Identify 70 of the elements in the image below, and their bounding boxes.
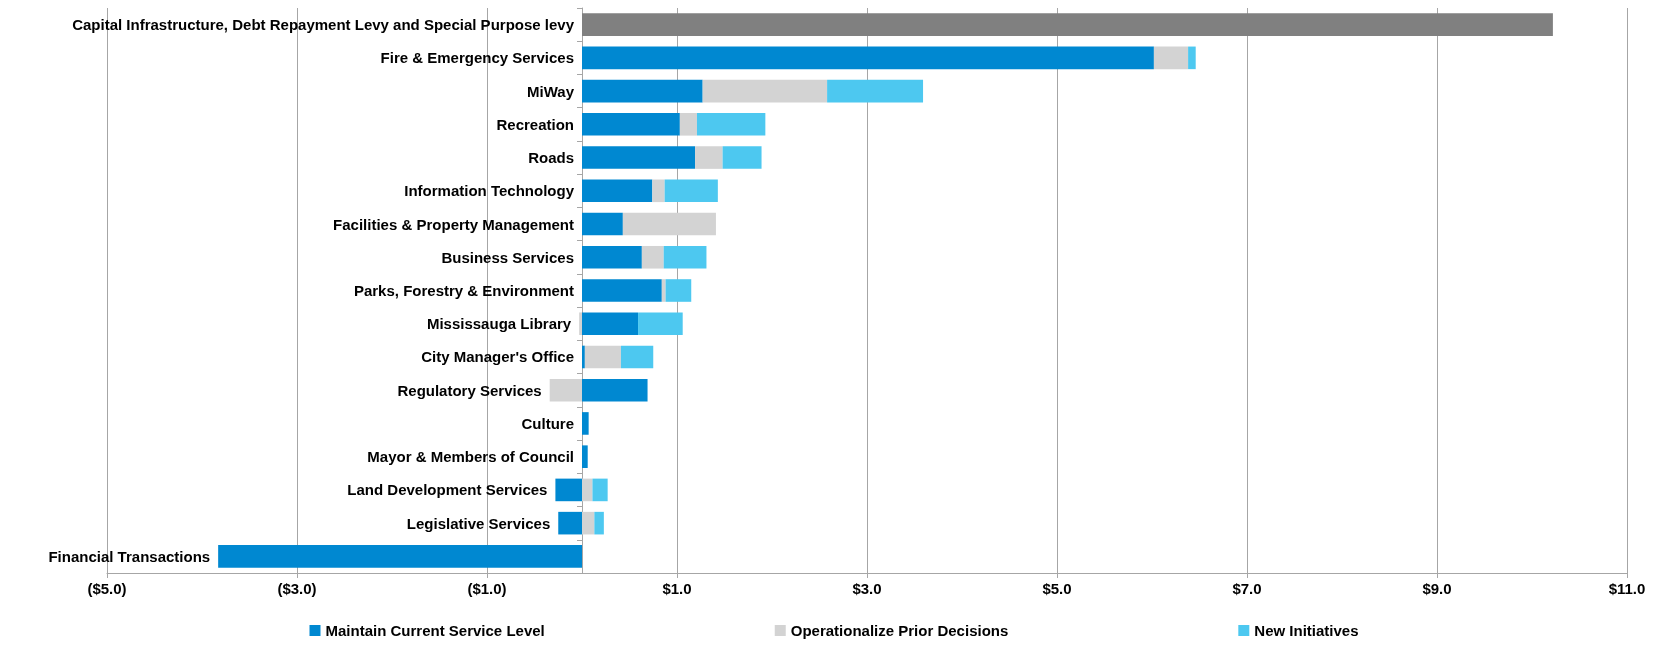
bar [582, 46, 1154, 70]
bar [679, 113, 697, 136]
bar [579, 312, 582, 336]
bar [592, 478, 608, 502]
bar [702, 79, 828, 103]
bar [696, 113, 766, 136]
bar [558, 511, 582, 535]
y-tick-label: Mayor & Members of Council [367, 448, 574, 466]
y-tick-label: Recreation [496, 115, 574, 133]
y-tick-label: Land Development Services [347, 481, 548, 499]
bar [664, 179, 718, 203]
bar [582, 146, 696, 169]
bar [549, 378, 582, 402]
x-tick-label: $5.0 [1042, 580, 1072, 597]
bar [594, 511, 604, 535]
bar [582, 79, 703, 103]
bar [582, 179, 653, 203]
bar [582, 478, 593, 502]
bar [638, 312, 683, 336]
bar [582, 312, 639, 336]
y-tick-label: Parks, Forestry & Environment [353, 282, 574, 299]
bar [620, 345, 654, 369]
bar [582, 445, 588, 468]
y-tick-label: Roads [528, 149, 574, 167]
legend-label: New Initiatives [1254, 622, 1359, 639]
bar [582, 378, 648, 402]
y-tick-label: Financial Transactions [48, 547, 211, 565]
x-tick-label: $11.0 [1608, 580, 1646, 597]
y-tick-label: Capital Infrastructure, Debt Repayment Levy and Special Purpose levy [72, 16, 575, 34]
y-tick-label: Facilities & Property Management [333, 215, 574, 233]
bar [827, 79, 924, 103]
bar [582, 113, 680, 136]
x-tick-label: $7.0 [1232, 580, 1262, 597]
bar [622, 212, 716, 236]
y-tick-label: Regulatory Services [397, 381, 542, 399]
bar [582, 212, 623, 236]
x-tick-label: $1.0 [662, 580, 692, 597]
bar [555, 478, 582, 502]
x-tick-label: ($3.0) [277, 580, 317, 597]
bar [584, 345, 621, 369]
x-tick-label: $3.0 [852, 580, 882, 597]
bar [582, 511, 595, 535]
bar [582, 13, 1553, 36]
bar [722, 146, 762, 169]
y-tick-label: Fire & Emergency Services [380, 49, 574, 67]
bar [218, 545, 582, 568]
bar [582, 345, 585, 369]
y-tick-label: Culture [521, 414, 574, 432]
y-tick-label: City Manager's Office [421, 348, 574, 366]
y-tick-label: Business Services [441, 248, 574, 266]
x-tick-label: $9.0 [1422, 580, 1452, 597]
x-tick-label: ($1.0) [467, 580, 507, 597]
bar [661, 279, 666, 302]
bar [652, 179, 665, 203]
bar [665, 279, 692, 302]
y-tick-label: MiWay [527, 82, 575, 100]
bar [582, 412, 589, 435]
y-tick-label: Mississauga Library [426, 315, 572, 333]
bar [1153, 46, 1189, 70]
bar [641, 245, 664, 269]
x-tick-label: ($5.0) [87, 580, 127, 597]
y-tick-label: Legislative Services [406, 514, 551, 532]
bar [663, 245, 707, 269]
y-tick-label: Information Technology [404, 182, 575, 200]
bar [1188, 46, 1196, 70]
bar [582, 279, 662, 302]
legend-label: Operationalize Prior Decisions [790, 622, 1009, 639]
bar [582, 245, 642, 269]
bar [695, 146, 723, 169]
legend-label: Maintain Current Service Level [325, 622, 545, 639]
